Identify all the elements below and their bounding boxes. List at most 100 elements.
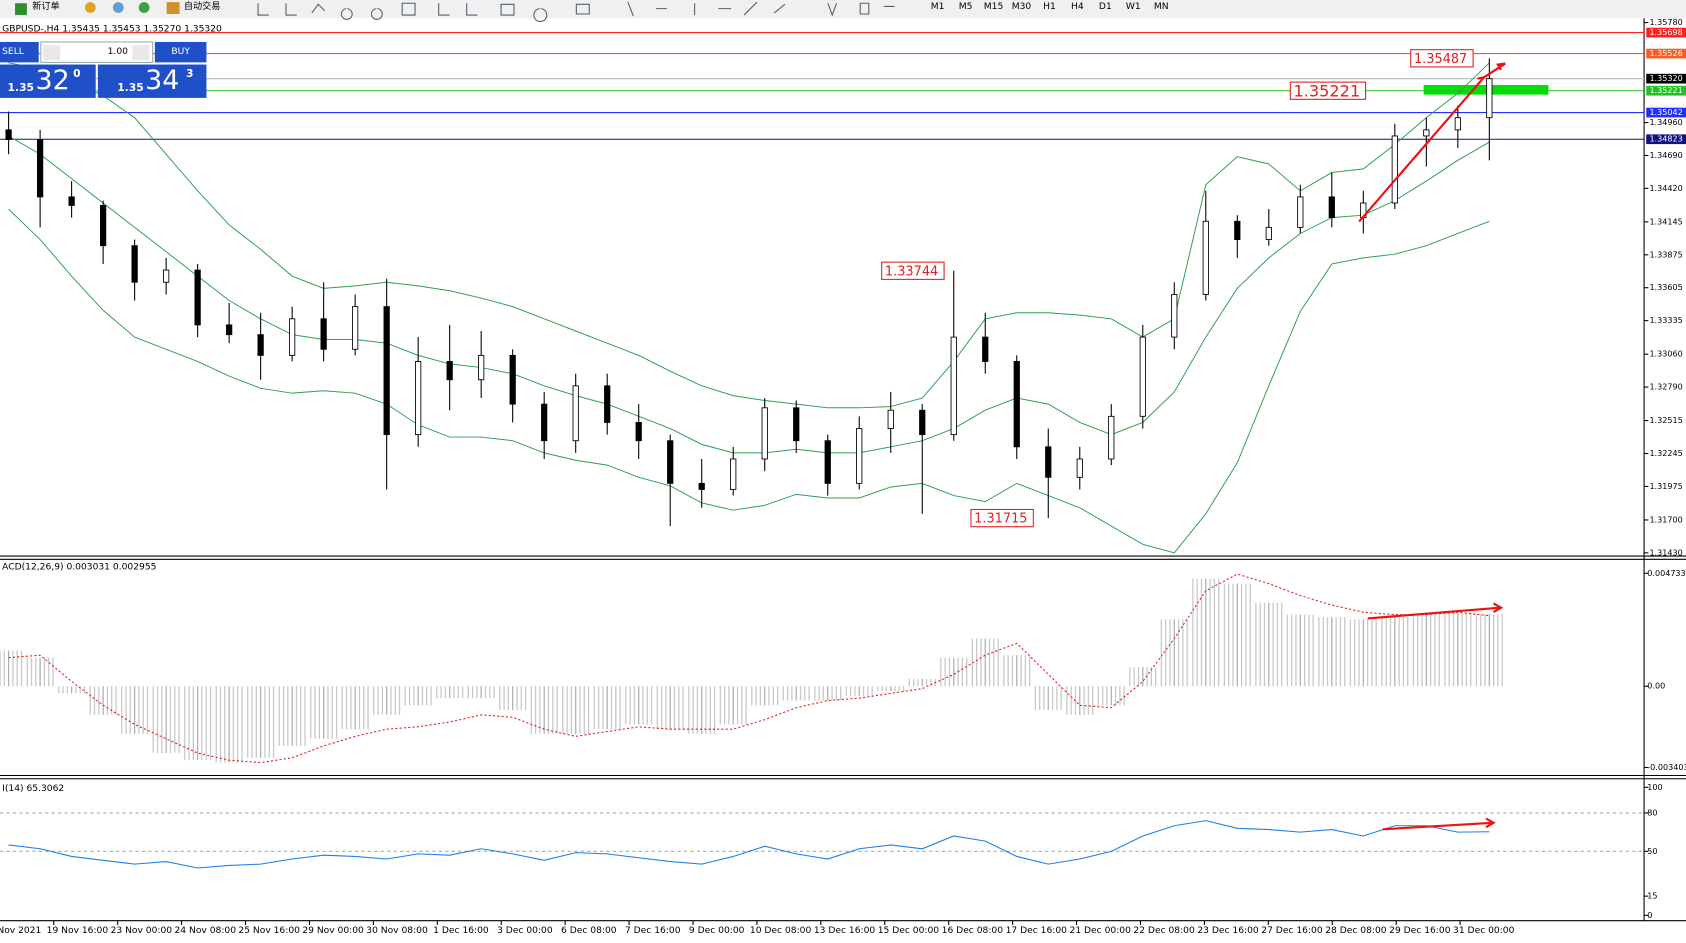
price-annotation-box bbox=[1410, 49, 1474, 68]
candle-body bbox=[698, 482, 705, 490]
candle-body bbox=[1454, 117, 1461, 131]
trend-arrow bbox=[1358, 62, 1506, 223]
timeframe-button[interactable]: W1 bbox=[1126, 2, 1141, 12]
price-annotation: 1.35221 bbox=[1294, 81, 1361, 100]
time-label: 29 Dec 16:00 bbox=[1389, 926, 1451, 936]
candle-body bbox=[1139, 336, 1146, 417]
timeframe-button[interactable]: H1 bbox=[1043, 2, 1056, 12]
time-label: 3 Dec 00:00 bbox=[497, 926, 553, 936]
auto-trading[interactable]: 自动交易 bbox=[184, 0, 220, 12]
candle-body bbox=[289, 318, 296, 356]
level-tag bbox=[1646, 73, 1686, 84]
buy-button[interactable] bbox=[154, 41, 207, 63]
candle-body bbox=[68, 196, 75, 206]
time-label: 23 Nov 00:00 bbox=[111, 926, 173, 936]
level-label: 1.35698 bbox=[1649, 28, 1682, 37]
candle-body bbox=[415, 361, 422, 436]
timeframe-button[interactable]: MN bbox=[1154, 2, 1169, 12]
sell-button[interactable] bbox=[0, 41, 39, 63]
y-tick-label: 1.33060 bbox=[1649, 350, 1682, 359]
candle-body bbox=[194, 269, 201, 326]
rsi-title: I(14) 65.3062 bbox=[2, 784, 64, 794]
icon[interactable] bbox=[112, 2, 124, 13]
candle-body bbox=[919, 409, 926, 436]
candle-body bbox=[1391, 135, 1398, 204]
time-label: 31 Dec 00:00 bbox=[1453, 926, 1515, 936]
time-label: 16 Dec 08:00 bbox=[942, 926, 1004, 936]
y-tick-label: 1.31975 bbox=[1649, 482, 1682, 491]
time-label: 17 Dec 16:00 bbox=[1006, 926, 1068, 936]
candle-body bbox=[163, 269, 170, 283]
auto-trading-icon[interactable] bbox=[166, 2, 180, 14]
price-annotation-box bbox=[881, 261, 945, 280]
candle-body bbox=[1328, 196, 1335, 219]
level-tag bbox=[1646, 107, 1686, 118]
candle-body bbox=[856, 428, 863, 484]
time-label: 15 Dec 00:00 bbox=[878, 926, 940, 936]
volume[interactable]: 1.00 bbox=[108, 47, 129, 57]
candle-body bbox=[352, 306, 359, 350]
time-label: 10 Dec 08:00 bbox=[750, 926, 812, 936]
new-order[interactable]: 新订单 bbox=[32, 0, 59, 12]
time-label: 7 Dec 16:00 bbox=[625, 926, 681, 936]
y-tick-label: 1.32790 bbox=[1649, 383, 1682, 392]
level-label: 1.35526 bbox=[1649, 49, 1682, 58]
highlight-zone bbox=[1423, 84, 1549, 95]
price-annotation-box bbox=[970, 508, 1034, 528]
toolbar bbox=[0, 0, 1686, 19]
price-annotation: 1.31715 bbox=[974, 512, 1027, 527]
volume-down[interactable] bbox=[43, 45, 61, 61]
candle-body bbox=[761, 407, 768, 460]
buy-label[interactable]: BUY bbox=[171, 47, 190, 57]
timeframe-button[interactable]: M1 bbox=[931, 2, 945, 12]
sell-price[interactable] bbox=[0, 64, 96, 98]
price-annotation-box bbox=[1289, 81, 1367, 100]
sell-price-big: 1.35 bbox=[8, 81, 35, 94]
y-tick-label: 1.34145 bbox=[1649, 217, 1682, 226]
new-order-icon[interactable] bbox=[15, 3, 27, 16]
sell-label[interactable]: SELL bbox=[2, 47, 25, 57]
candle-body bbox=[257, 334, 264, 356]
timeframe-button[interactable]: M15 bbox=[984, 2, 1004, 12]
level-label: 1.35042 bbox=[1649, 108, 1682, 117]
candle-body bbox=[509, 354, 516, 405]
time-label: 21 Dec 00:00 bbox=[1070, 926, 1132, 936]
symbol-info: GBPUSD-,H4 1.35435 1.35453 1.35270 1.353… bbox=[2, 25, 222, 35]
bollinger-middle bbox=[8, 135, 1490, 454]
volume-box[interactable] bbox=[40, 41, 154, 63]
candle-body bbox=[36, 139, 44, 198]
tool-icons bbox=[257, 1, 895, 22]
level-tag bbox=[1646, 48, 1686, 59]
macd-tick-label: 0.004733 bbox=[1647, 569, 1685, 578]
y-tick-label: 1.34960 bbox=[1649, 118, 1682, 127]
macd-signal bbox=[8, 573, 1490, 764]
bollinger-lower bbox=[8, 208, 1490, 554]
rsi-tick-label: 15 bbox=[1647, 892, 1657, 901]
time-label: 22 Dec 08:00 bbox=[1133, 926, 1195, 936]
candle-body bbox=[446, 361, 453, 381]
volume-up[interactable] bbox=[132, 45, 150, 61]
timeframe-button[interactable]: D1 bbox=[1099, 2, 1112, 12]
bollinger-upper bbox=[8, 62, 1490, 409]
time-label: 13 Dec 16:00 bbox=[814, 926, 876, 936]
candle-body bbox=[1171, 293, 1178, 338]
candle-body bbox=[635, 421, 642, 442]
timeframe-button[interactable]: M30 bbox=[1012, 2, 1032, 12]
level-tag bbox=[1646, 27, 1686, 38]
icon[interactable] bbox=[84, 2, 96, 13]
sell-price-point: 0 bbox=[73, 67, 80, 80]
y-tick-label: 1.33335 bbox=[1649, 316, 1682, 325]
y-tick-label: 1.31430 bbox=[1649, 548, 1682, 557]
buy-price-point: 3 bbox=[186, 67, 193, 80]
candle-body bbox=[950, 336, 957, 436]
candle-body bbox=[478, 354, 485, 381]
buy-price[interactable] bbox=[97, 64, 207, 98]
macd-tick-label: -0.003403 bbox=[1647, 763, 1686, 772]
timeframe-button[interactable]: M5 bbox=[959, 2, 973, 12]
candle-body bbox=[824, 440, 831, 484]
timeframe-button[interactable]: H4 bbox=[1071, 2, 1084, 12]
icon[interactable] bbox=[138, 2, 150, 13]
rsi-arrow bbox=[1382, 817, 1496, 831]
